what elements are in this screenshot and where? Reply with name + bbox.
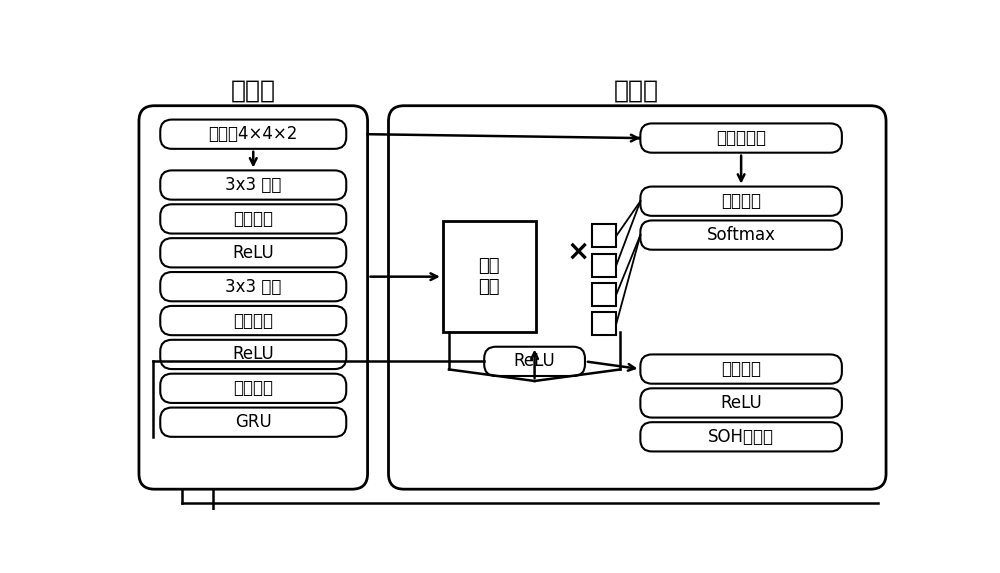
FancyBboxPatch shape	[160, 238, 346, 268]
Text: 全连接层: 全连接层	[721, 360, 761, 378]
Text: 3x3 卷积: 3x3 卷积	[225, 176, 281, 194]
FancyBboxPatch shape	[640, 187, 842, 216]
Text: 批标准化: 批标准化	[233, 312, 273, 329]
Text: 隐藏层状态: 隐藏层状态	[716, 129, 766, 147]
FancyBboxPatch shape	[640, 221, 842, 250]
Text: 3x3 卷积: 3x3 卷积	[225, 278, 281, 296]
FancyBboxPatch shape	[388, 106, 886, 489]
Text: 编码器: 编码器	[231, 79, 276, 103]
FancyBboxPatch shape	[160, 340, 346, 369]
FancyBboxPatch shape	[160, 120, 346, 149]
Text: SOH估算值: SOH估算值	[708, 428, 774, 446]
Text: 输入，4×4×2: 输入，4×4×2	[209, 125, 298, 143]
FancyBboxPatch shape	[640, 123, 842, 152]
FancyBboxPatch shape	[160, 205, 346, 234]
Text: 批标准化: 批标准化	[233, 210, 273, 228]
FancyBboxPatch shape	[160, 272, 346, 301]
Text: ReLU: ReLU	[720, 394, 762, 412]
Text: ReLU: ReLU	[514, 352, 555, 370]
FancyBboxPatch shape	[139, 106, 368, 489]
Text: 解码器: 解码器	[614, 79, 659, 103]
Text: 编码
序列: 编码 序列	[479, 257, 500, 296]
Text: 最大池化: 最大池化	[233, 379, 273, 397]
FancyBboxPatch shape	[160, 374, 346, 403]
FancyBboxPatch shape	[160, 407, 346, 437]
Text: ×: ×	[567, 238, 590, 266]
Bar	[592, 224, 616, 248]
FancyBboxPatch shape	[484, 347, 585, 376]
Bar	[592, 254, 616, 277]
Text: Softmax: Softmax	[707, 226, 776, 244]
Bar	[443, 221, 536, 332]
FancyBboxPatch shape	[640, 355, 842, 384]
FancyBboxPatch shape	[640, 422, 842, 452]
Text: GRU: GRU	[235, 413, 272, 431]
Bar	[592, 283, 616, 306]
Text: ReLU: ReLU	[232, 244, 274, 262]
Text: ReLU: ReLU	[232, 346, 274, 363]
Bar	[592, 312, 616, 335]
FancyBboxPatch shape	[160, 170, 346, 199]
Text: 注意力层: 注意力层	[721, 192, 761, 210]
FancyBboxPatch shape	[160, 306, 346, 335]
FancyBboxPatch shape	[640, 388, 842, 418]
